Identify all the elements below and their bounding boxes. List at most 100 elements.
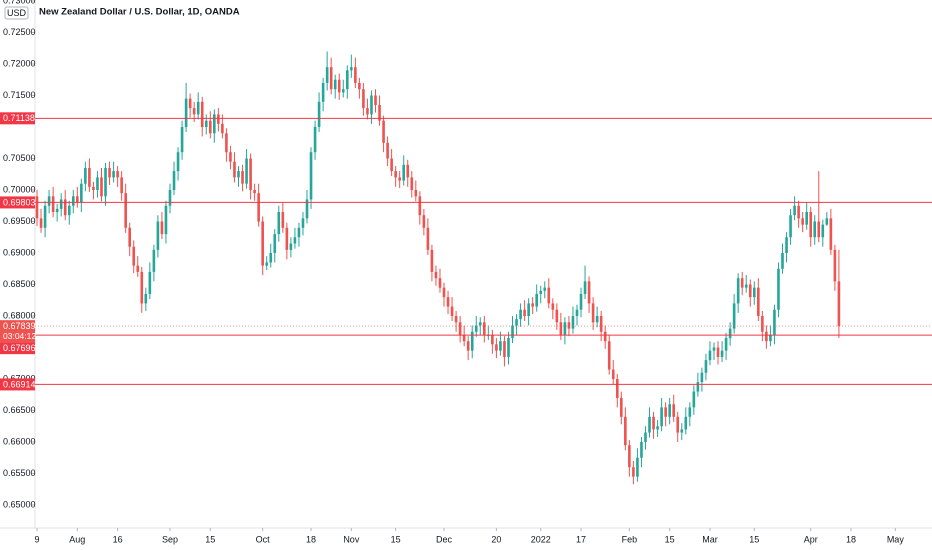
candle-body bbox=[724, 338, 728, 351]
candle-body bbox=[507, 338, 510, 357]
candle-body bbox=[301, 218, 305, 228]
candle-body bbox=[410, 177, 414, 191]
x-tick-label: 17 bbox=[576, 534, 586, 544]
candle-body bbox=[152, 249, 156, 272]
candle-body bbox=[454, 316, 458, 323]
candle-body bbox=[184, 98, 188, 128]
candle-body bbox=[257, 193, 260, 222]
candle-body bbox=[80, 183, 83, 203]
candle-body bbox=[418, 196, 422, 216]
candle-body bbox=[116, 171, 119, 178]
candle-body bbox=[632, 467, 635, 477]
candle-body bbox=[571, 316, 575, 329]
x-tick-label: Apr bbox=[804, 534, 818, 544]
candle-body bbox=[333, 79, 337, 90]
currency-box[interactable] bbox=[4, 6, 29, 20]
candle-body bbox=[168, 190, 172, 206]
candle-body bbox=[160, 221, 164, 235]
last-price-label: 0.67839 bbox=[3, 321, 36, 331]
y-tick-label: 0.68000 bbox=[3, 310, 36, 320]
candle-body bbox=[829, 218, 833, 250]
candle-body bbox=[43, 205, 47, 228]
candle-body bbox=[217, 114, 220, 124]
candle-body bbox=[265, 262, 269, 266]
candle-body bbox=[563, 322, 567, 335]
candle-body bbox=[801, 218, 804, 225]
x-tick-label: 20 bbox=[491, 534, 501, 544]
y-tick-label: 0.65000 bbox=[3, 499, 36, 509]
candle-body bbox=[511, 325, 514, 339]
candle-body bbox=[547, 287, 551, 304]
candle-body bbox=[527, 303, 530, 317]
candle-body bbox=[390, 158, 393, 172]
candle-body bbox=[462, 334, 466, 342]
candle-body bbox=[591, 303, 595, 323]
candle-body bbox=[112, 171, 115, 178]
candle-body bbox=[350, 67, 353, 71]
candle-body bbox=[732, 303, 736, 329]
candle-body bbox=[313, 127, 317, 153]
candle-body bbox=[696, 382, 700, 392]
price-label-box bbox=[0, 112, 35, 125]
y-tick-label: 0.70000 bbox=[3, 184, 36, 194]
y-tick-label: 0.69000 bbox=[3, 247, 36, 257]
candle-body bbox=[345, 70, 349, 90]
candle-body bbox=[329, 67, 333, 90]
candle-body bbox=[825, 218, 829, 225]
candle-body bbox=[579, 293, 583, 310]
candle-body bbox=[221, 123, 224, 134]
x-tick-label: 15 bbox=[749, 534, 759, 544]
candle-body bbox=[273, 234, 277, 254]
candle-body bbox=[587, 281, 591, 304]
candle-body bbox=[523, 309, 526, 317]
candle-body bbox=[692, 391, 696, 408]
candle-body bbox=[35, 196, 39, 219]
candle-body bbox=[225, 133, 228, 153]
candle-body bbox=[789, 215, 792, 238]
candle-body bbox=[434, 271, 438, 279]
candle-body bbox=[188, 98, 192, 109]
candle-body bbox=[148, 271, 152, 294]
candle-body bbox=[781, 253, 784, 269]
candle-body bbox=[309, 152, 313, 200]
candle-body bbox=[63, 199, 67, 216]
price-label-box bbox=[0, 378, 35, 391]
candle-body bbox=[386, 142, 389, 159]
plot-area bbox=[35, 51, 841, 485]
candle-body bbox=[599, 316, 603, 332]
candle-body bbox=[817, 221, 821, 238]
candle-body bbox=[277, 212, 281, 235]
candle-body bbox=[805, 212, 808, 225]
candle-body bbox=[688, 407, 692, 417]
candle-body bbox=[164, 205, 168, 235]
currency-label[interactable]: USD bbox=[7, 8, 27, 18]
candle-body bbox=[422, 215, 426, 228]
y-tick-label: 0.72500 bbox=[3, 27, 36, 37]
candle-body bbox=[354, 67, 357, 83]
x-tick-label: 16 bbox=[113, 534, 123, 544]
x-tick-label: 18 bbox=[306, 534, 316, 544]
candle-body bbox=[317, 101, 321, 128]
candle-body bbox=[712, 347, 716, 351]
candle-body bbox=[438, 278, 442, 288]
candle-body bbox=[519, 309, 522, 320]
candle-body bbox=[603, 331, 607, 342]
candle-body bbox=[229, 152, 232, 162]
y-tick-label: 0.71500 bbox=[3, 90, 36, 100]
candle-body bbox=[539, 290, 543, 294]
x-tick-label: Nov bbox=[343, 534, 360, 544]
candle-body bbox=[551, 303, 555, 310]
candle-body bbox=[241, 171, 244, 184]
candle-body bbox=[708, 350, 712, 361]
candle-body bbox=[59, 199, 63, 209]
candle-body bbox=[676, 416, 680, 433]
candle-body bbox=[374, 95, 377, 105]
candle-body bbox=[76, 196, 79, 203]
candle-body bbox=[499, 341, 502, 351]
candle-body bbox=[446, 297, 450, 307]
candle-body bbox=[644, 432, 647, 443]
candle-body bbox=[672, 404, 676, 417]
candle-body bbox=[503, 341, 506, 357]
candle-body bbox=[341, 89, 345, 93]
